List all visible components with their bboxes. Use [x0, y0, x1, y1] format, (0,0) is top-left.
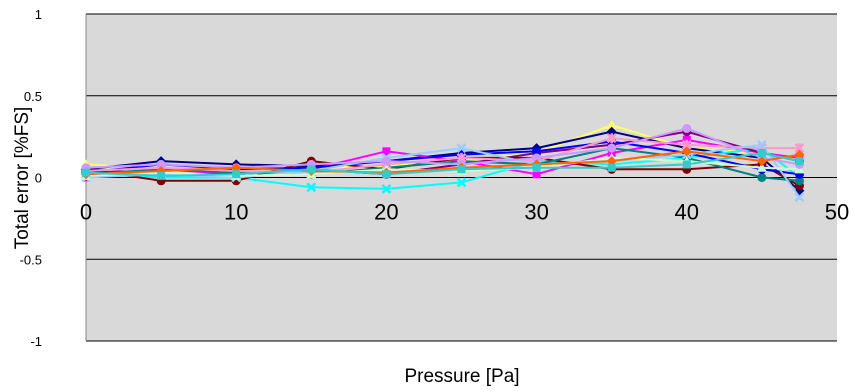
y-axis-title: Total error [%FS] — [12, 107, 33, 250]
data-point — [757, 148, 766, 157]
data-point — [682, 160, 691, 169]
data-point — [382, 147, 391, 156]
data-point — [607, 143, 617, 153]
data-point — [232, 170, 241, 179]
data-point — [532, 170, 541, 179]
data-point — [757, 173, 767, 182]
data-point — [794, 176, 804, 186]
x-tick-label: 0 — [80, 200, 92, 225]
data-point — [156, 159, 166, 169]
data-point — [606, 120, 617, 130]
y-tick-label: -1 — [30, 334, 42, 349]
data-point — [306, 182, 317, 193]
data-point — [606, 133, 617, 144]
data-point — [82, 168, 90, 177]
data-point — [381, 156, 391, 166]
data-point — [757, 139, 767, 150]
series-layer — [81, 120, 805, 203]
data-point — [756, 162, 767, 172]
y-tick-label: 0 — [35, 171, 42, 186]
data-point — [681, 146, 692, 157]
data-point — [682, 123, 692, 133]
x-tick-label: 20 — [374, 200, 398, 225]
x-tick-labels: 0 10 20 30 40 50 — [80, 200, 849, 225]
data-point — [794, 192, 805, 203]
x-tick-label: 40 — [675, 200, 699, 225]
x-tick-label: 50 — [825, 200, 849, 225]
y-tick-labels: 1 0.5 0 -0.5 -1 — [20, 7, 42, 349]
data-point — [381, 184, 392, 194]
y-tick-label: 1 — [35, 7, 42, 22]
data-point — [756, 156, 767, 167]
data-point — [532, 163, 541, 172]
data-point — [532, 146, 542, 156]
data-point — [607, 163, 616, 172]
data-point — [794, 149, 805, 160]
data-point — [382, 170, 391, 179]
y-tick-label: -0.5 — [20, 252, 42, 267]
data-point — [456, 143, 467, 153]
x-tick-label: 10 — [224, 200, 248, 225]
series-14 — [82, 148, 804, 180]
data-point — [795, 157, 804, 166]
data-point — [532, 153, 542, 163]
x-axis-title: Pressure [Pa] — [404, 366, 519, 387]
data-point — [157, 171, 166, 180]
x-tick-label: 30 — [524, 200, 548, 225]
data-point — [231, 162, 242, 173]
y-tick-label: 0.5 — [24, 89, 42, 104]
data-point — [456, 177, 467, 188]
data-point — [457, 165, 466, 174]
data-point — [307, 165, 316, 174]
data-point — [606, 156, 617, 167]
